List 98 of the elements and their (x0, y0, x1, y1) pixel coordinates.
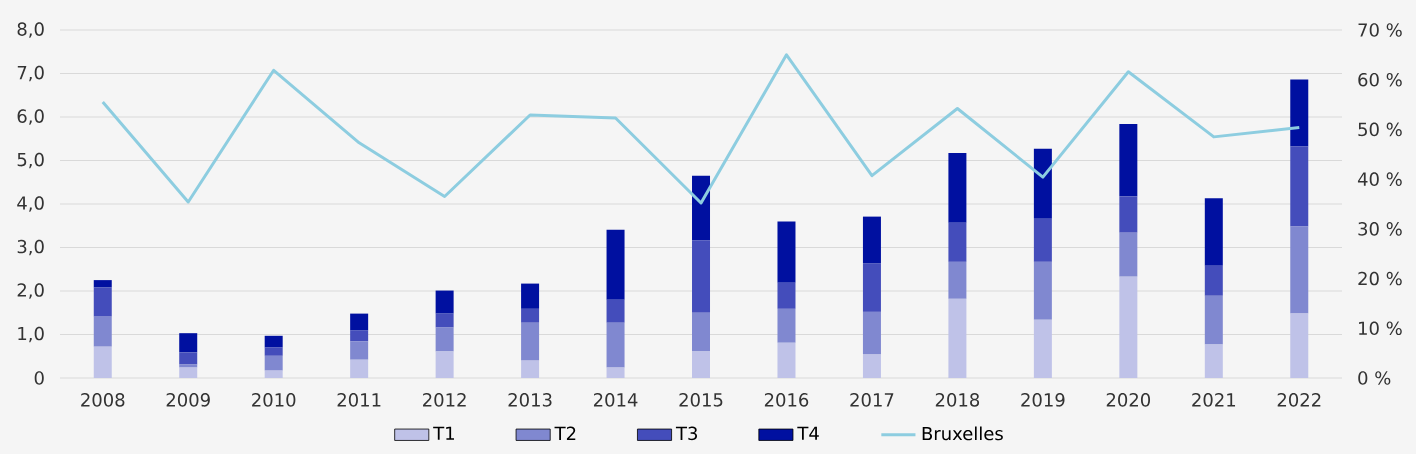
bar (777, 308, 796, 343)
y2-tick-label: 70 % (1358, 23, 1402, 37)
bar (1290, 226, 1309, 314)
bar (93, 280, 112, 288)
y2-tick-label: 50 % (1358, 122, 1402, 137)
x-tick-label: 2014 (593, 393, 638, 407)
x-tick-label: 2009 (166, 393, 210, 407)
bar (1119, 196, 1138, 233)
bar (606, 299, 625, 323)
legend-label: T3 (675, 426, 697, 441)
x-tick-label: 2018 (935, 393, 980, 407)
bar (948, 261, 967, 299)
bar (1033, 261, 1052, 320)
bar (606, 322, 625, 368)
bar (264, 370, 283, 378)
x-tick-label: 2021 (1192, 393, 1236, 407)
bar (948, 222, 967, 262)
bar (606, 229, 625, 300)
x-tick-label: 2019 (1021, 393, 1065, 407)
bar (1033, 148, 1052, 219)
bar (777, 221, 796, 283)
bar (521, 322, 540, 361)
y-tick-label: 8,0 (17, 22, 44, 38)
bar (606, 367, 625, 378)
x-tick-label: 2011 (337, 393, 381, 407)
y-tick-label: 7,0 (17, 65, 44, 82)
y-tick-label: 5,0 (17, 152, 44, 169)
bar (1204, 265, 1223, 296)
bar (350, 313, 369, 331)
bar (948, 153, 967, 223)
legend-label: T2 (554, 426, 576, 440)
bar (350, 341, 369, 360)
bar (692, 175, 711, 241)
bar (1204, 344, 1223, 378)
y2-tick-label: 10 % (1359, 321, 1402, 336)
bar (777, 342, 796, 378)
bar (350, 359, 369, 378)
bar (435, 290, 454, 314)
bar (264, 347, 283, 356)
bar (1033, 319, 1052, 378)
bar (1204, 198, 1223, 266)
bar (1119, 232, 1138, 277)
bar (1204, 295, 1223, 345)
bar (1290, 146, 1309, 227)
line-series (101, 53, 1301, 205)
bar (435, 327, 454, 352)
bar (264, 355, 283, 371)
bar (1290, 313, 1309, 378)
x-tick-label: 2008 (81, 393, 125, 407)
y2-tick-label: 40 % (1357, 172, 1402, 186)
y-tick-label: 3,0 (17, 239, 44, 256)
bar (521, 283, 540, 309)
y2-tick-label: 30 % (1358, 222, 1402, 236)
y-tick-label: 1,0 (18, 326, 44, 343)
legend-label: T1 (433, 426, 454, 440)
x-tick-label: 2010 (252, 393, 296, 407)
y-tick-label: 0 (34, 371, 44, 385)
bar (179, 364, 198, 368)
bar (350, 330, 369, 342)
legend-label: T4 (797, 426, 819, 440)
bar (692, 351, 711, 378)
x-tick-label: 2017 (850, 393, 894, 407)
x-tick-label: 2015 (679, 393, 723, 407)
y-tick-label: 6,0 (17, 109, 44, 125)
x-tick-label: 2013 (508, 393, 552, 407)
bar (862, 216, 881, 264)
bar (862, 311, 881, 355)
bar (179, 352, 198, 365)
bar (862, 263, 881, 312)
bar (777, 282, 796, 309)
bar (521, 360, 540, 378)
bar (692, 240, 711, 313)
y-tick-label: 4,0 (17, 196, 44, 212)
bar (435, 351, 454, 378)
bar (93, 346, 112, 378)
bar (692, 312, 711, 352)
y2-tick-label: 60 % (1358, 72, 1402, 87)
y-tick-label: 2,0 (17, 283, 44, 299)
bar (179, 367, 198, 378)
bar (179, 333, 198, 353)
x-tick-label: 2020 (1106, 393, 1151, 407)
bar (264, 335, 283, 348)
x-tick-label: 2022 (1277, 393, 1321, 407)
bar (93, 316, 112, 347)
x-tick-label: 2016 (764, 393, 809, 407)
y2-tick-label: 0 % (1358, 371, 1391, 385)
bar (93, 287, 112, 317)
legend-label: Bruxelles (922, 426, 1003, 441)
bar (1119, 123, 1138, 197)
bar (1119, 276, 1138, 378)
bar (521, 308, 540, 323)
bar (948, 298, 967, 378)
bar (1033, 218, 1052, 262)
y2-tick-label: 20 % (1358, 271, 1402, 286)
bar (862, 354, 881, 378)
bar (1290, 79, 1309, 147)
x-tick-label: 2012 (423, 393, 466, 407)
bar (435, 313, 454, 328)
